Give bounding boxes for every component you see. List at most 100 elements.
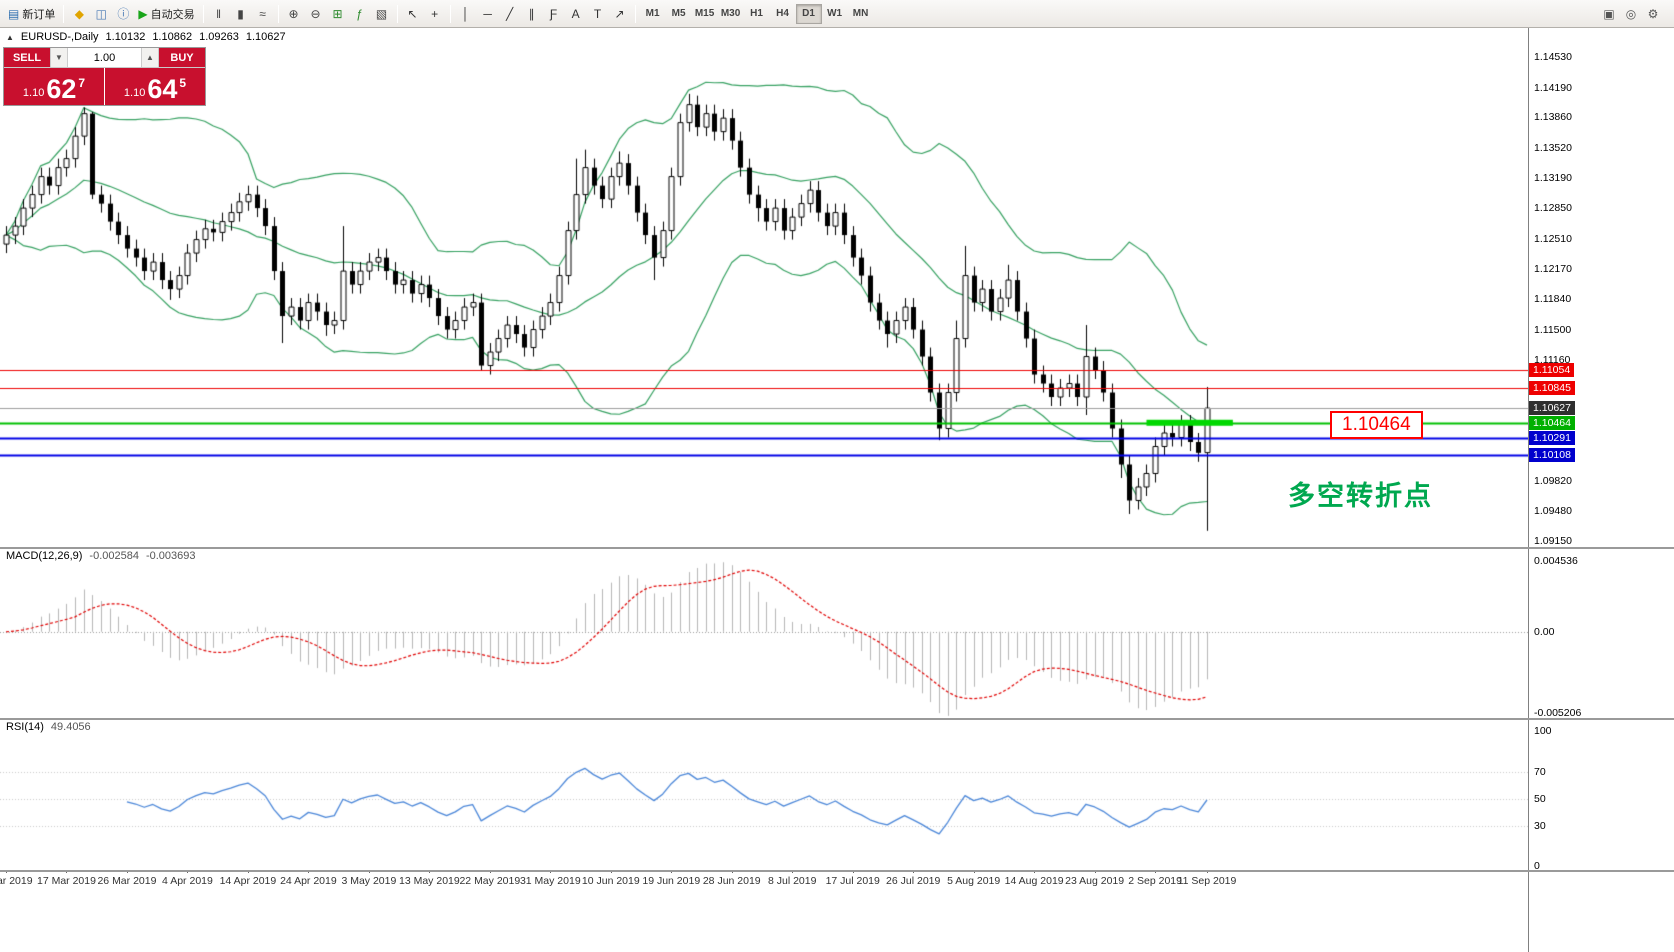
time-label: 31 May 2019 [519, 875, 581, 887]
timeframe-button-m5[interactable]: M5 [666, 4, 692, 24]
price-line-label: 1.10845 [1529, 381, 1575, 396]
play-icon: ▶ [138, 6, 148, 21]
price-tick-label: 1.09150 [1534, 534, 1572, 547]
zoom-out-button[interactable]: ⊖ [305, 3, 327, 25]
templates-button[interactable]: ▧ [371, 3, 393, 25]
buy-price-sup: 5 [179, 76, 187, 90]
sell-price-button[interactable]: 1.10 62 7 [4, 68, 104, 105]
line-chart-button[interactable]: ≈ [252, 3, 274, 25]
price-line-label: 1.10627 [1529, 401, 1575, 416]
channel-button[interactable]: ∥ [521, 3, 543, 25]
time-label: 10 Jun 2019 [581, 875, 640, 887]
buy-price-big: 64 [147, 74, 178, 104]
zoom-in-icon: ⊕ [288, 6, 299, 21]
toolbar-separator [277, 4, 279, 23]
toolbar-separator [396, 4, 398, 23]
text-label-icon: T [593, 6, 602, 21]
sell-button[interactable]: SELL [4, 48, 50, 67]
macd-value-signal: -0.003693 [145, 550, 196, 562]
data-window-button[interactable]: ⓘ [112, 3, 134, 25]
timeframe-button-h4[interactable]: H4 [770, 4, 796, 24]
templates-icon: ▧ [375, 6, 388, 21]
zoom-out-icon: ⊖ [310, 6, 321, 21]
price-tick-label: 1.12510 [1534, 232, 1572, 245]
volume-input[interactable]: 1.00 [68, 48, 141, 67]
vertical-line-icon: │ [461, 6, 470, 21]
buy-price-button[interactable]: 1.10 64 5 [105, 68, 205, 105]
profiles-button[interactable]: ◫ [90, 3, 112, 25]
text-label-button[interactable]: T [587, 3, 609, 25]
panel-separator[interactable] [0, 547, 1674, 549]
volume-increase-button[interactable]: ▲ [141, 48, 159, 67]
indicators-button[interactable]: ƒ [349, 3, 371, 25]
toolbar-left-group: ▤ 新订单 ◆ ◫ ⓘ ▶ 自动交易 ‖ ▮ ≈ ⊕ ⊖ ⊞ ƒ ▧ ↖ + │ ─ ╱ ∥ Ƒ A T ↗ [4, 0, 631, 27]
rsi-tick-label: 70 [1534, 765, 1546, 778]
rsi-panel-canvas[interactable] [0, 718, 1528, 870]
timeframe-button-m30[interactable]: M30 [718, 4, 744, 24]
zoom-in-button[interactable]: ⊕ [283, 3, 305, 25]
candlestick-chart-button[interactable]: ▮ [230, 3, 252, 25]
macd-panel-canvas[interactable] [0, 547, 1528, 718]
toolbar-separator [202, 4, 204, 23]
text-button[interactable]: A [565, 3, 587, 25]
time-label: 14 Aug 2019 [1004, 875, 1064, 887]
line-chart-icon: ≈ [259, 6, 266, 21]
price-annotation-box[interactable]: 1.10464 [1330, 411, 1423, 439]
fibonacci-button[interactable]: Ƒ [543, 3, 565, 25]
arrows-button[interactable]: ↗ [609, 3, 631, 25]
volume-decrease-button[interactable]: ▼ [50, 48, 68, 67]
one-click-toggle[interactable]: ▲ [6, 32, 14, 42]
turning-point-note[interactable]: 多空转折点 [1288, 481, 1433, 511]
sell-price-prefix: 1.10 [22, 87, 45, 99]
search-button[interactable]: ◎ [1620, 3, 1642, 25]
timeframe-button-h1[interactable]: H1 [744, 4, 770, 24]
timeframe-button-mn[interactable]: MN [848, 4, 874, 24]
price-tick-label: 1.09480 [1534, 505, 1572, 518]
horizontal-line-button[interactable]: ─ [477, 3, 499, 25]
price-tick-label: 1.13860 [1534, 111, 1572, 124]
macd-tick-label: 0.00 [1534, 625, 1555, 638]
price-tick-label: 1.14190 [1534, 81, 1572, 94]
ohlc-close: 1.10627 [245, 31, 286, 43]
time-label: 2 Sep 2019 [1128, 875, 1182, 887]
buy-button[interactable]: BUY [159, 48, 205, 67]
price-line-label: 1.10108 [1529, 447, 1575, 462]
cursor-button[interactable]: ↖ [402, 3, 424, 25]
price-tick-label: 1.13520 [1534, 141, 1572, 154]
ohlc-low: 1.09263 [199, 31, 239, 43]
macd-header: MACD(12,26,9) -0.002584 -0.003693 [6, 550, 196, 562]
timeframe-button-d1[interactable]: D1 [795, 3, 822, 24]
bar-chart-button[interactable]: ‖ [208, 3, 230, 25]
time-label: 22 May 2019 [459, 875, 521, 887]
time-label: 4 Apr 2019 [162, 875, 213, 887]
price-chart-canvas[interactable] [0, 28, 1528, 547]
time-label: 23 Aug 2019 [1065, 875, 1125, 887]
crosshair-button[interactable]: + [424, 3, 446, 25]
autotrading-button[interactable]: ▶ 自动交易 [134, 3, 198, 25]
cursor-icon: ↖ [407, 6, 418, 21]
price-tick-label: 1.12170 [1534, 263, 1572, 276]
rsi-tick-label: 30 [1534, 819, 1546, 832]
time-label: 11 Sep 2019 [1177, 875, 1237, 887]
new-window-button[interactable]: ▣ [1598, 3, 1620, 25]
price-axis[interactable]: 1.14530 1.14190 1.13860 1.13520 1.13190 1.128… [1528, 28, 1674, 952]
timeframe-button-m15[interactable]: M15 [692, 4, 718, 24]
settings-button[interactable]: ⚙ [1642, 3, 1664, 25]
rsi-tick-label: 0 [1534, 860, 1540, 872]
new-order-button[interactable]: ▤ 新订单 [4, 3, 59, 25]
panel-separator[interactable] [0, 718, 1674, 720]
timeframe-button-m1[interactable]: M1 [640, 4, 666, 24]
price-tick-label: 1.11500 [1534, 323, 1572, 336]
time-label: 17 Mar 2019 [36, 875, 96, 887]
time-label: 8 Jul 2019 [768, 875, 817, 887]
time-label: 19 Jun 2019 [642, 875, 701, 887]
favorites-button[interactable]: ◆ [68, 3, 90, 25]
time-label: 28 Jun 2019 [702, 875, 761, 887]
vertical-line-button[interactable]: │ [455, 3, 477, 25]
trendline-button[interactable]: ╱ [499, 3, 521, 25]
tile-windows-button[interactable]: ⊞ [327, 3, 349, 25]
toolbar-separator [449, 4, 451, 23]
panel-separator[interactable] [0, 870, 1674, 872]
timeframe-button-w1[interactable]: W1 [822, 4, 848, 24]
